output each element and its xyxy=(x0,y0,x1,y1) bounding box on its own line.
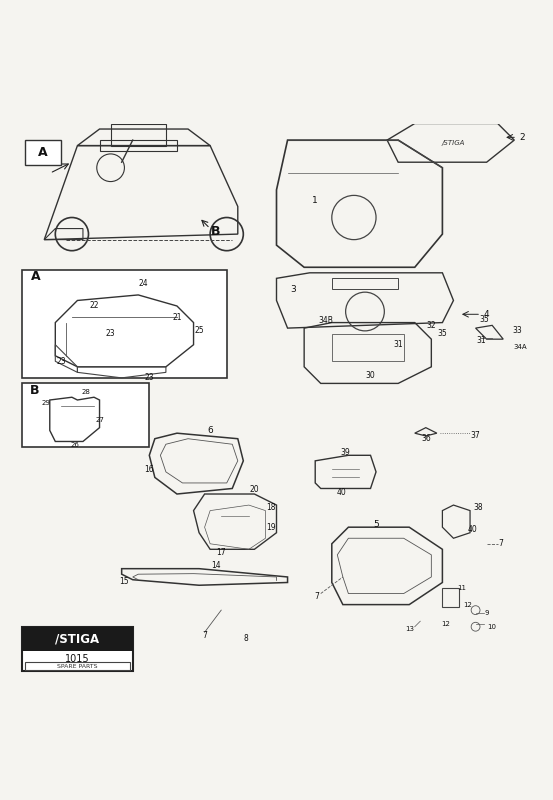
Text: /STIGA: /STIGA xyxy=(442,140,465,146)
Text: SPARE PARTS: SPARE PARTS xyxy=(57,664,98,669)
Text: 28: 28 xyxy=(81,390,90,395)
Text: 18: 18 xyxy=(266,503,276,512)
Text: 5: 5 xyxy=(373,520,379,529)
Text: 23: 23 xyxy=(56,357,66,366)
Text: 24: 24 xyxy=(139,279,149,288)
Text: 7: 7 xyxy=(202,630,207,639)
Text: 22: 22 xyxy=(89,302,99,310)
FancyBboxPatch shape xyxy=(25,140,61,165)
Bar xyxy=(25,662,130,670)
Text: 30: 30 xyxy=(366,370,375,380)
Text: 13: 13 xyxy=(405,626,414,633)
Text: 38: 38 xyxy=(473,503,483,512)
Text: 17: 17 xyxy=(216,547,226,557)
Bar xyxy=(22,383,149,447)
Text: 6: 6 xyxy=(207,426,213,435)
Text: 1015: 1015 xyxy=(65,654,90,665)
Text: 31: 31 xyxy=(393,340,403,349)
Text: 26: 26 xyxy=(70,442,79,448)
Text: 16: 16 xyxy=(144,465,154,474)
Text: 12: 12 xyxy=(441,621,450,627)
Text: 11: 11 xyxy=(457,585,466,591)
Text: 20: 20 xyxy=(249,485,259,494)
Bar xyxy=(22,626,133,651)
Text: 34B: 34B xyxy=(319,317,333,326)
Text: 39: 39 xyxy=(341,448,351,457)
Text: 7: 7 xyxy=(315,592,319,601)
Text: 37: 37 xyxy=(471,431,481,441)
Text: 32: 32 xyxy=(426,321,436,330)
Text: 40: 40 xyxy=(468,526,478,534)
Text: 35: 35 xyxy=(437,329,447,338)
Text: 2: 2 xyxy=(520,133,525,142)
Text: 36: 36 xyxy=(421,434,431,443)
Text: 27: 27 xyxy=(95,418,104,423)
Text: 23: 23 xyxy=(106,329,116,338)
Text: 31: 31 xyxy=(476,336,486,346)
Text: 3: 3 xyxy=(290,285,296,294)
Text: 10: 10 xyxy=(488,624,497,630)
Text: A: A xyxy=(38,146,48,158)
Text: 8: 8 xyxy=(244,634,248,643)
Text: 19: 19 xyxy=(266,522,276,532)
Text: 40: 40 xyxy=(337,488,347,497)
Text: 33: 33 xyxy=(512,326,522,335)
Text: A: A xyxy=(31,270,41,282)
Text: 12: 12 xyxy=(463,602,472,608)
Text: 25: 25 xyxy=(194,326,204,335)
Text: /STIGA: /STIGA xyxy=(55,633,100,646)
Text: 1: 1 xyxy=(312,197,318,206)
Text: 35: 35 xyxy=(479,315,489,324)
Bar xyxy=(22,270,227,378)
Text: 4: 4 xyxy=(484,310,489,318)
Bar xyxy=(22,626,133,671)
Text: B: B xyxy=(211,225,221,238)
Text: 14: 14 xyxy=(211,562,221,570)
Text: 21: 21 xyxy=(172,313,182,322)
Text: 34A: 34A xyxy=(513,345,526,350)
Text: 29: 29 xyxy=(41,400,50,406)
Text: 23: 23 xyxy=(144,374,154,382)
Text: 15: 15 xyxy=(119,577,129,586)
Text: 9: 9 xyxy=(484,610,489,616)
Text: 7: 7 xyxy=(498,539,503,548)
Text: B: B xyxy=(29,383,39,397)
